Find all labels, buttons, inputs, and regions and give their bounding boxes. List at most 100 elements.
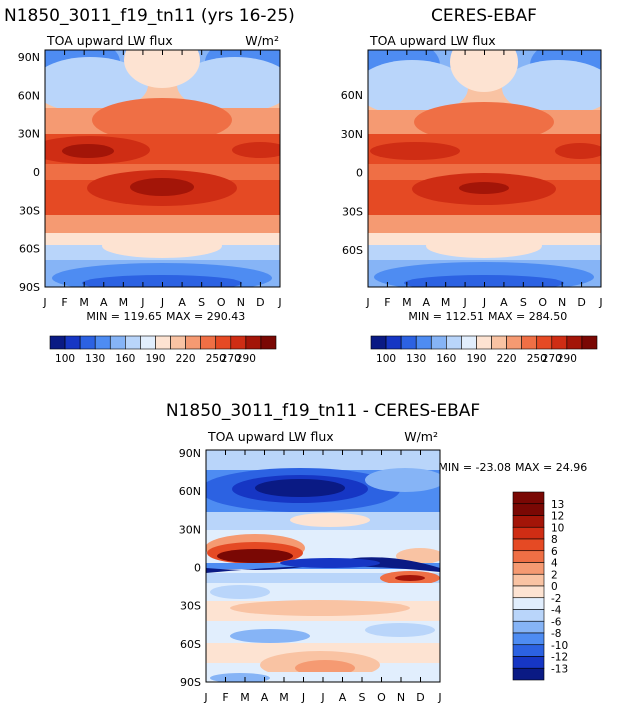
colorbar-label: 270: [542, 353, 562, 365]
panel-obs-title: CERES-EBAF: [431, 6, 537, 26]
colorbar-swatch: [476, 335, 492, 350]
panel-diff-title: N1850_3011_f19_tn11 - CERES-EBAF: [166, 401, 480, 421]
colorbar-label: 160: [436, 353, 456, 365]
colorbar-swatch: [215, 335, 232, 350]
y-tick-label: 30N: [341, 128, 363, 141]
colorbar-swatch: [512, 667, 545, 681]
y-tick-label: 60S: [180, 638, 201, 651]
colorbar-swatch: [512, 515, 545, 528]
colorbar-label: 10: [551, 522, 564, 534]
panel-obs-max: MAX = 284.50: [488, 310, 567, 323]
colorbar-swatch: [551, 335, 568, 350]
colorbar-label: 6: [551, 546, 558, 558]
y-tick-label: 0: [33, 166, 40, 179]
x-tick-label: M: [279, 691, 289, 704]
y-tick-label: 30N: [18, 128, 40, 141]
x-tick-label: A: [500, 296, 508, 309]
x-tick-label: F: [61, 296, 67, 309]
y-tick-label: 0: [356, 167, 363, 180]
colorbar-label: 13: [551, 499, 564, 511]
colorbar-label: -2: [551, 593, 561, 605]
x-tick-label: N: [397, 691, 405, 704]
colorbar-label: 0: [551, 581, 558, 593]
y-tick-label: 90N: [18, 51, 40, 64]
colorbar-label: 130: [85, 353, 105, 365]
x-tick-label: A: [339, 691, 347, 704]
colorbar-swatch: [49, 335, 66, 350]
y-tick-label: 0: [194, 562, 201, 575]
x-tick-label: M: [240, 691, 250, 704]
y-tick-label: 90S: [180, 676, 201, 689]
colorbar-swatch: [109, 335, 126, 350]
colorbar-label: 12: [551, 511, 564, 523]
colorbar-swatch: [140, 335, 156, 350]
x-tick-label: N: [237, 296, 245, 309]
y-tick-label: 60N: [179, 485, 201, 498]
x-tick-label: S: [198, 296, 205, 309]
colorbar-swatch: [512, 620, 545, 634]
panel-diff-heatmap: [206, 450, 440, 682]
x-tick-label: D: [577, 296, 585, 309]
colorbar-swatch: [512, 609, 545, 622]
x-tick-label: F: [384, 296, 390, 309]
colorbar-swatch: [512, 597, 545, 610]
colorbar-swatch: [512, 644, 545, 657]
colorbar-label: 130: [406, 353, 426, 365]
panel-diff: N1850_3011_f19_tn11 - CERES-EBAF: [166, 401, 587, 704]
panel-obs-heatmap: [368, 50, 601, 287]
x-tick-label: J: [42, 296, 46, 309]
y-tick-label: 30S: [342, 205, 363, 218]
x-tick-label: J: [462, 296, 466, 309]
colorbar-swatch: [446, 335, 462, 350]
panel-model: N1850_3011_f19_tn11 (yrs 16-25): [4, 6, 295, 365]
panel-obs-variable: TOA upward LW flux: [369, 33, 496, 48]
colorbar-swatch: [512, 550, 545, 563]
colorbar-label: 4: [551, 558, 558, 570]
x-tick-label: M: [441, 296, 451, 309]
x-tick-label: A: [100, 296, 108, 309]
x-tick-label: S: [520, 296, 527, 309]
colorbar-swatch: [385, 335, 402, 350]
colorbar-swatch: [512, 526, 545, 540]
colorbar-swatch: [566, 335, 583, 350]
x-tick-label: O: [377, 691, 386, 704]
panel-diff-min: MIN = -23.08: [438, 461, 511, 474]
panel-diff-variable: TOA upward LW flux: [207, 429, 334, 444]
colorbar-swatch: [260, 335, 277, 350]
x-tick-label: J: [365, 296, 369, 309]
x-tick-label: M: [79, 296, 89, 309]
colorbar-label: 100: [55, 353, 75, 365]
colorbar-label: 2: [551, 569, 558, 581]
panel-model-units: W/m²: [245, 33, 279, 48]
colorbar-label: 160: [115, 353, 135, 365]
colorbar-label: 290: [557, 353, 577, 365]
colorbar-swatch: [430, 335, 447, 350]
panel-model-min: MIN = 119.65: [86, 310, 162, 323]
colorbar-label: 220: [176, 353, 196, 365]
x-tick-label: D: [416, 691, 424, 704]
colorbar-swatch: [491, 335, 507, 350]
x-tick-label: O: [217, 296, 226, 309]
x-tick-label: J: [277, 296, 281, 309]
colorbar-swatch: [512, 562, 545, 575]
colorbar-label: 250: [206, 353, 226, 365]
colorbar-swatch: [521, 335, 538, 350]
colorbar-swatch: [581, 335, 598, 350]
x-tick-label: M: [119, 296, 129, 309]
x-tick-label: F: [222, 691, 228, 704]
panel-diff-max: MAX = 24.96: [515, 461, 587, 474]
colorbar-swatch: [245, 335, 262, 350]
y-tick-label: 90S: [19, 281, 40, 294]
panel-obs-min: MIN = 112.51: [408, 310, 484, 323]
colorbar-label: 290: [236, 353, 256, 365]
x-tick-label: O: [538, 296, 547, 309]
x-tick-label: J: [437, 691, 441, 704]
y-tick-label: 60S: [19, 243, 40, 256]
colorbar-swatch: [461, 335, 477, 350]
x-tick-label: J: [301, 691, 305, 704]
colorbar-swatch: [512, 632, 545, 646]
panel-model-max: MAX = 290.43: [166, 310, 245, 323]
colorbar-label: 270: [221, 353, 241, 365]
colorbar-swatch: [512, 503, 545, 516]
colorbar-swatch: [94, 335, 111, 350]
